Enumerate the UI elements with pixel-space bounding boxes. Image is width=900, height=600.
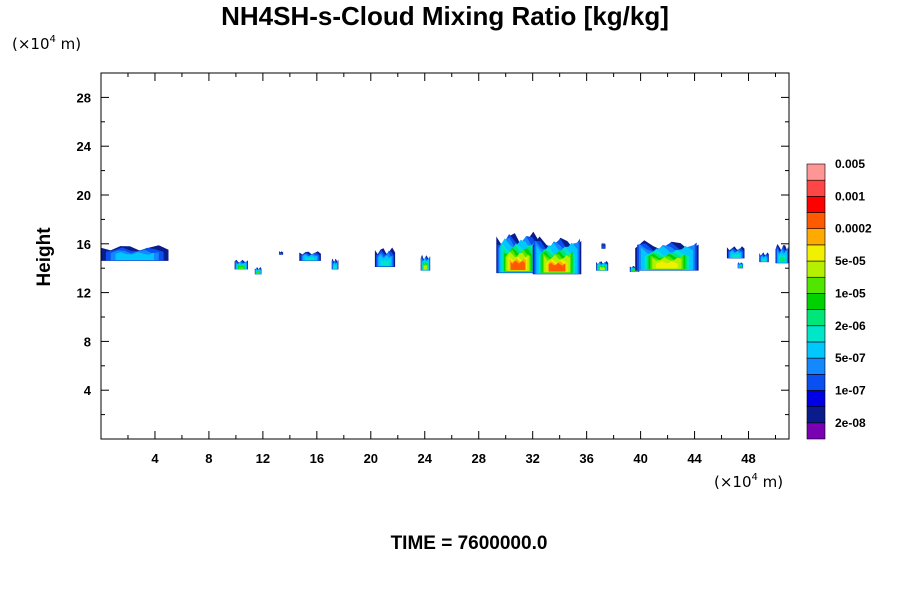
- colorbar-swatch: [806, 179, 826, 197]
- x-tick-label: 12: [256, 451, 270, 466]
- chart-title: NH4SH-s-Cloud Mixing Ratio [kg/kg]: [221, 1, 669, 31]
- colorbar-swatch: [806, 212, 826, 230]
- time-label: TIME = 7600000.0: [391, 533, 548, 554]
- x-axis-unit: (×104 m): [714, 472, 783, 491]
- cloud-patch: [254, 267, 262, 275]
- cloud-contour: [333, 265, 337, 269]
- x-tick-label: 8: [205, 451, 212, 466]
- colorbar-swatch: [806, 406, 826, 424]
- colorbar-swatch: [806, 341, 826, 359]
- y-tick-label: 4: [84, 383, 92, 398]
- cloud-patch: [496, 231, 540, 274]
- y-tick-label: 16: [77, 237, 91, 252]
- cloud-patch: [532, 236, 582, 275]
- x-tick-label: 32: [525, 451, 539, 466]
- x-tick-label: 28: [471, 451, 485, 466]
- colorbar-swatch: [806, 390, 826, 407]
- cloud-patch: [635, 240, 699, 271]
- y-tick-label: 24: [77, 139, 92, 154]
- colorbar-swatch: [806, 325, 826, 343]
- cloud-contour: [732, 253, 740, 258]
- y-tick-label: 28: [77, 90, 91, 105]
- cloud-contour: [238, 266, 244, 269]
- colorbar-swatch: [806, 244, 826, 262]
- y-tick-label: 12: [77, 286, 91, 301]
- cloud-contour: [602, 244, 605, 249]
- x-tick-label: 20: [364, 451, 378, 466]
- colorbar-swatch: [806, 276, 826, 294]
- cloud-contour: [762, 258, 766, 262]
- cloud-patch: [331, 258, 339, 270]
- x-tick-label: 36: [579, 451, 593, 466]
- cloud-contour: [279, 252, 283, 255]
- x-tick-label: 4: [151, 451, 159, 466]
- colorbar-label: 0.0002: [835, 222, 872, 236]
- colorbar-label: 5e-05: [835, 254, 866, 268]
- colorbar-label: 5e-07: [835, 351, 866, 365]
- x-tick-label: 48: [741, 451, 755, 466]
- colorbar-swatch: [806, 228, 826, 246]
- cloud-patch: [775, 244, 789, 264]
- colorbar-label: 2e-08: [835, 416, 866, 430]
- cloud-contour: [548, 262, 565, 272]
- colorbar-swatch: [806, 422, 826, 440]
- y-tick-label: 8: [84, 334, 91, 349]
- cloud-patch: [234, 259, 248, 270]
- plot-frame: [100, 72, 790, 440]
- cloud-patch: [601, 242, 606, 249]
- colorbar-label: 2e-06: [835, 319, 866, 333]
- y-axis-label: Height: [34, 227, 55, 287]
- cloud-patch: [420, 254, 431, 271]
- colorbar-swatch: [806, 309, 826, 327]
- colorbar-label: 1e-07: [835, 383, 866, 397]
- x-tick-label: 44: [687, 451, 702, 466]
- y-tick-label: 20: [77, 188, 91, 203]
- colorbar-swatch: [806, 196, 826, 213]
- colorbar-swatch: [806, 293, 826, 310]
- cloud-contour: [656, 261, 678, 269]
- cloud-contour: [600, 267, 605, 270]
- cloud-contour: [423, 265, 428, 270]
- colorbar-swatch: [806, 357, 826, 375]
- colorbar-label: 1e-05: [835, 286, 866, 300]
- cloud-patch: [299, 251, 321, 261]
- x-tick-label: 16: [310, 451, 324, 466]
- cloud-contour: [256, 271, 260, 274]
- colorbar: 2e-08 1e-07 5e-07 2e-06 1e-05 5e-05 0.0002 0.00…: [806, 157, 872, 440]
- y-axis-unit: (×104 m): [12, 34, 81, 53]
- cloud-field: [101, 231, 789, 275]
- cloud-patch: [596, 260, 609, 271]
- cloud-contour: [510, 260, 525, 270]
- colorbar-swatch: [806, 373, 826, 391]
- colorbar-swatch: [806, 260, 826, 278]
- cloud-patch: [101, 245, 169, 261]
- cloud-patch: [279, 251, 284, 255]
- cloud-patch: [759, 252, 769, 263]
- cloud-contour: [380, 259, 389, 266]
- x-tick-label: 40: [633, 451, 647, 466]
- cloud-patch: [737, 262, 744, 269]
- cloud-patch: [374, 247, 396, 267]
- cloud-patch: [726, 246, 745, 259]
- colorbar-swatch: [806, 163, 826, 181]
- cloud-contour: [739, 266, 742, 268]
- x-tick-label: 24: [418, 451, 433, 466]
- cloud-contour: [305, 257, 315, 261]
- colorbar-label: 0.005: [835, 157, 865, 171]
- cloud-contour: [779, 256, 785, 262]
- cloud-contour: [120, 254, 149, 260]
- colorbar-label: 0.001: [835, 189, 865, 203]
